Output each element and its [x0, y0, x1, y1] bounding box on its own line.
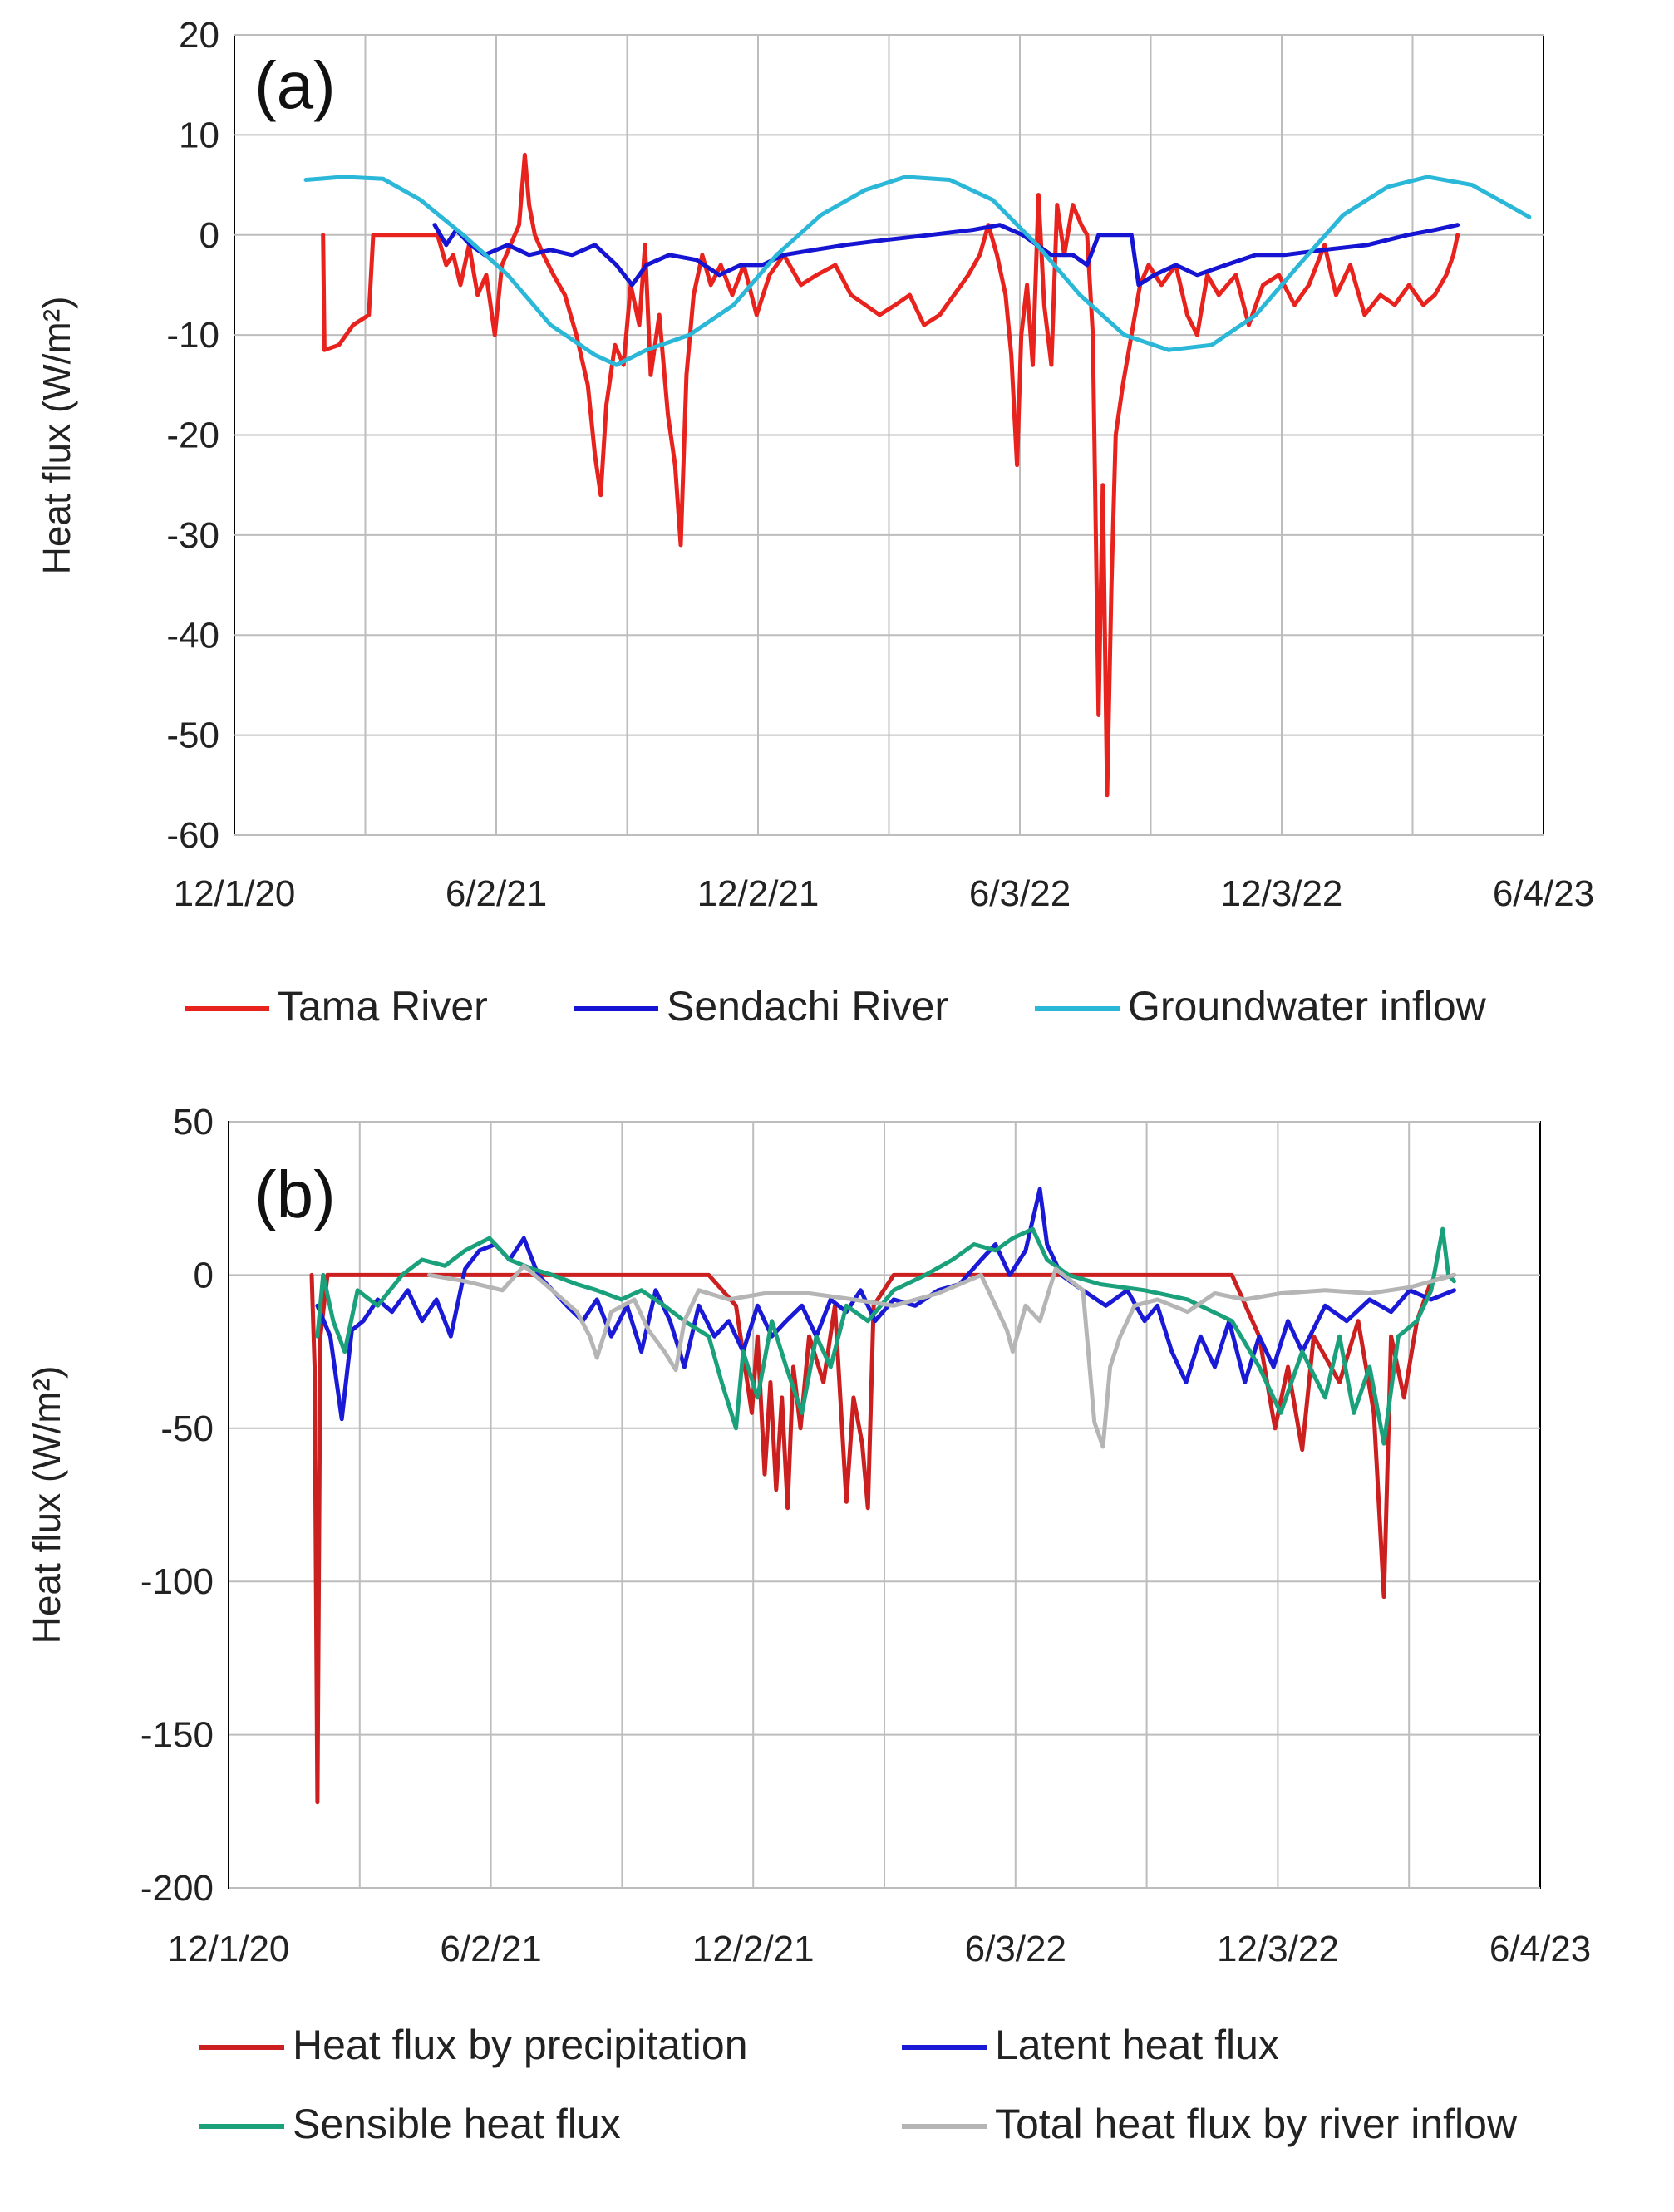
y-tick-label: 10: [179, 115, 219, 155]
y-tick-label: -200: [140, 1868, 214, 1909]
y-tick-label: 20: [179, 15, 219, 56]
y-tick-label: -60: [166, 815, 219, 856]
y-tick-label: -50: [160, 1408, 214, 1449]
x-tick-label: 6/4/23: [1493, 873, 1594, 914]
legend-label-tama-river: Tama River: [278, 983, 488, 1030]
legend-label-groundwater-inflow: Groundwater inflow: [1128, 983, 1487, 1030]
x-tick-label: 12/1/20: [168, 1929, 290, 1969]
x-tick-label: 6/2/21: [446, 873, 547, 914]
x-tick-label: 12/2/21: [692, 1929, 815, 1969]
series-line-groundwater-inflow: [303, 175, 1532, 367]
x-tick-label: 6/3/22: [965, 1929, 1066, 1969]
y-tick-label: -30: [166, 515, 219, 556]
panel-label-a: (a): [254, 48, 336, 122]
x-tick-labels-a: 12/1/20 6/2/21 12/2/21 6/3/22 12/3/22 6/4/23: [174, 873, 1595, 914]
legend-label-sendachi-river: Sendachi River: [667, 983, 948, 1030]
series-line-sensible-heat-flux: [315, 1226, 1456, 1446]
series-group-b: [309, 1187, 1456, 1805]
y-tick-label: 50: [173, 1102, 214, 1143]
x-tick-labels-b: 12/1/20 6/2/21 12/2/21 6/3/22 12/3/22 6/4/23: [168, 1929, 1592, 1969]
series-line-heat-flux-by-precipitation: [309, 1272, 1456, 1805]
y-tick-label: 0: [194, 1255, 214, 1295]
y-tick-label: -50: [166, 715, 219, 756]
x-tick-label: 12/2/21: [697, 873, 820, 914]
legend-a: Tama River Sendachi River Groundwater infl…: [185, 983, 1487, 1030]
x-tick-label: 6/4/23: [1489, 1929, 1591, 1969]
legend-label-total-heat-flux-by-river-inflow: Total heat flux by river inflow: [995, 2101, 1518, 2147]
legend-label-heat-flux-by-precipitation: Heat flux by precipitation: [293, 2022, 748, 2068]
y-tick-label: 0: [199, 215, 219, 256]
y-tick-label: -40: [166, 615, 219, 656]
gridlines-a: [234, 34, 1544, 836]
y-axis-label-a: Heat flux (W/m²): [35, 297, 78, 575]
y-tick-label: -10: [166, 315, 219, 356]
chart-panel-b: 50 0 -50 -100 -150 -200 12/1/20 6/2/21 12/2/21 6…: [25, 1102, 1591, 2147]
y-tick-label: -20: [166, 415, 219, 456]
x-tick-label: 6/3/22: [969, 873, 1071, 914]
x-tick-label: 6/2/21: [440, 1929, 541, 1969]
legend-label-latent-heat-flux: Latent heat flux: [995, 2022, 1279, 2068]
series-line-total-heat-flux-by-river-inflow: [426, 1263, 1456, 1449]
y-tick-labels-a: 20 10 0 -10 -20 -30 -40 -50 -60: [166, 15, 219, 856]
y-tick-labels-b: 50 0 -50 -100 -150 -200: [140, 1102, 214, 1909]
legend-b: Heat flux by precipitation Latent heat fl…: [199, 2022, 1518, 2147]
series-line-sendachi-river: [432, 223, 1460, 288]
y-tick-label: -150: [140, 1715, 214, 1756]
series-group-a: [303, 152, 1532, 798]
x-tick-label: 12/3/22: [1217, 1929, 1339, 1969]
y-tick-label: -100: [140, 1561, 214, 1602]
panel-label-b: (b): [254, 1158, 336, 1231]
series-line-tama-river: [321, 152, 1460, 798]
x-tick-label: 12/3/22: [1221, 873, 1343, 914]
x-tick-label: 12/1/20: [174, 873, 296, 914]
gridlines-b: [229, 1121, 1540, 1889]
y-axis-label-b: Heat flux (W/m²): [25, 1366, 68, 1644]
legend-label-sensible-heat-flux: Sensible heat flux: [293, 2101, 621, 2147]
